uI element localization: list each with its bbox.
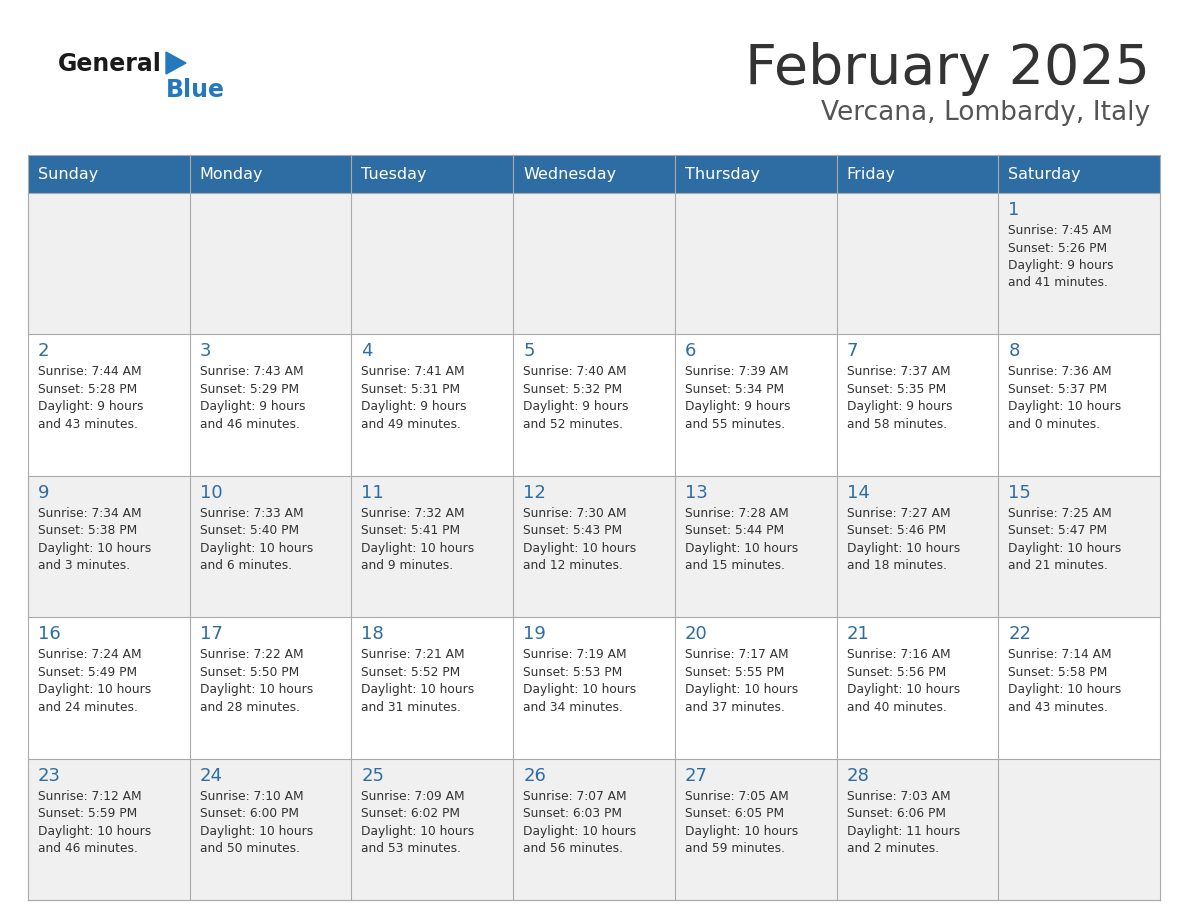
Text: General: General [58, 52, 162, 76]
Text: Sunrise: 7:21 AM
Sunset: 5:52 PM
Daylight: 10 hours
and 31 minutes.: Sunrise: 7:21 AM Sunset: 5:52 PM Dayligh… [361, 648, 475, 713]
Text: Sunrise: 7:27 AM
Sunset: 5:46 PM
Daylight: 10 hours
and 18 minutes.: Sunrise: 7:27 AM Sunset: 5:46 PM Dayligh… [847, 507, 960, 572]
Text: 7: 7 [847, 342, 858, 361]
Text: Sunrise: 7:19 AM
Sunset: 5:53 PM
Daylight: 10 hours
and 34 minutes.: Sunrise: 7:19 AM Sunset: 5:53 PM Dayligh… [523, 648, 637, 713]
Text: 24: 24 [200, 767, 222, 785]
Text: Sunrise: 7:22 AM
Sunset: 5:50 PM
Daylight: 10 hours
and 28 minutes.: Sunrise: 7:22 AM Sunset: 5:50 PM Dayligh… [200, 648, 312, 713]
Text: Sunrise: 7:28 AM
Sunset: 5:44 PM
Daylight: 10 hours
and 15 minutes.: Sunrise: 7:28 AM Sunset: 5:44 PM Dayligh… [684, 507, 798, 572]
Text: Sunrise: 7:14 AM
Sunset: 5:58 PM
Daylight: 10 hours
and 43 minutes.: Sunrise: 7:14 AM Sunset: 5:58 PM Dayligh… [1009, 648, 1121, 713]
Text: Sunrise: 7:05 AM
Sunset: 6:05 PM
Daylight: 10 hours
and 59 minutes.: Sunrise: 7:05 AM Sunset: 6:05 PM Dayligh… [684, 789, 798, 855]
Text: 26: 26 [523, 767, 546, 785]
Text: 22: 22 [1009, 625, 1031, 644]
Bar [29, 758, 1159, 900]
Text: 8: 8 [1009, 342, 1019, 361]
Text: Sunrise: 7:24 AM
Sunset: 5:49 PM
Daylight: 10 hours
and 24 minutes.: Sunrise: 7:24 AM Sunset: 5:49 PM Dayligh… [38, 648, 151, 713]
Text: 1: 1 [1009, 201, 1019, 219]
Text: Sunday: Sunday [38, 166, 99, 182]
Text: Sunrise: 7:44 AM
Sunset: 5:28 PM
Daylight: 9 hours
and 43 minutes.: Sunrise: 7:44 AM Sunset: 5:28 PM Dayligh… [38, 365, 144, 431]
Text: Sunrise: 7:17 AM
Sunset: 5:55 PM
Daylight: 10 hours
and 37 minutes.: Sunrise: 7:17 AM Sunset: 5:55 PM Dayligh… [684, 648, 798, 713]
Text: 13: 13 [684, 484, 708, 502]
Text: 28: 28 [847, 767, 870, 785]
Text: Vercana, Lombardy, Italy: Vercana, Lombardy, Italy [821, 100, 1150, 126]
Text: Sunrise: 7:37 AM
Sunset: 5:35 PM
Daylight: 9 hours
and 58 minutes.: Sunrise: 7:37 AM Sunset: 5:35 PM Dayligh… [847, 365, 952, 431]
Text: 17: 17 [200, 625, 222, 644]
Text: Wednesday: Wednesday [523, 166, 617, 182]
Text: Sunrise: 7:40 AM
Sunset: 5:32 PM
Daylight: 9 hours
and 52 minutes.: Sunrise: 7:40 AM Sunset: 5:32 PM Dayligh… [523, 365, 628, 431]
Text: 2: 2 [38, 342, 50, 361]
Polygon shape [166, 52, 187, 74]
Text: 16: 16 [38, 625, 61, 644]
Text: 14: 14 [847, 484, 870, 502]
Text: Saturday: Saturday [1009, 166, 1081, 182]
Text: 27: 27 [684, 767, 708, 785]
Text: Friday: Friday [847, 166, 896, 182]
Text: 18: 18 [361, 625, 384, 644]
Text: 5: 5 [523, 342, 535, 361]
Text: Sunrise: 7:16 AM
Sunset: 5:56 PM
Daylight: 10 hours
and 40 minutes.: Sunrise: 7:16 AM Sunset: 5:56 PM Dayligh… [847, 648, 960, 713]
Text: February 2025: February 2025 [745, 42, 1150, 96]
Text: 15: 15 [1009, 484, 1031, 502]
Bar [29, 617, 1159, 758]
Text: 3: 3 [200, 342, 211, 361]
Text: Sunrise: 7:30 AM
Sunset: 5:43 PM
Daylight: 10 hours
and 12 minutes.: Sunrise: 7:30 AM Sunset: 5:43 PM Dayligh… [523, 507, 637, 572]
Text: Sunrise: 7:12 AM
Sunset: 5:59 PM
Daylight: 10 hours
and 46 minutes.: Sunrise: 7:12 AM Sunset: 5:59 PM Dayligh… [38, 789, 151, 855]
Text: 25: 25 [361, 767, 385, 785]
Text: 4: 4 [361, 342, 373, 361]
Bar [29, 155, 1159, 193]
Text: 20: 20 [684, 625, 708, 644]
Text: Sunrise: 7:09 AM
Sunset: 6:02 PM
Daylight: 10 hours
and 53 minutes.: Sunrise: 7:09 AM Sunset: 6:02 PM Dayligh… [361, 789, 475, 855]
Text: 11: 11 [361, 484, 384, 502]
Text: Monday: Monday [200, 166, 264, 182]
Text: Sunrise: 7:25 AM
Sunset: 5:47 PM
Daylight: 10 hours
and 21 minutes.: Sunrise: 7:25 AM Sunset: 5:47 PM Dayligh… [1009, 507, 1121, 572]
Text: Sunrise: 7:45 AM
Sunset: 5:26 PM
Daylight: 9 hours
and 41 minutes.: Sunrise: 7:45 AM Sunset: 5:26 PM Dayligh… [1009, 224, 1114, 289]
Text: Sunrise: 7:36 AM
Sunset: 5:37 PM
Daylight: 10 hours
and 0 minutes.: Sunrise: 7:36 AM Sunset: 5:37 PM Dayligh… [1009, 365, 1121, 431]
Text: Sunrise: 7:33 AM
Sunset: 5:40 PM
Daylight: 10 hours
and 6 minutes.: Sunrise: 7:33 AM Sunset: 5:40 PM Dayligh… [200, 507, 312, 572]
Text: Sunrise: 7:03 AM
Sunset: 6:06 PM
Daylight: 11 hours
and 2 minutes.: Sunrise: 7:03 AM Sunset: 6:06 PM Dayligh… [847, 789, 960, 855]
Text: Sunrise: 7:32 AM
Sunset: 5:41 PM
Daylight: 10 hours
and 9 minutes.: Sunrise: 7:32 AM Sunset: 5:41 PM Dayligh… [361, 507, 475, 572]
Text: Sunrise: 7:10 AM
Sunset: 6:00 PM
Daylight: 10 hours
and 50 minutes.: Sunrise: 7:10 AM Sunset: 6:00 PM Dayligh… [200, 789, 312, 855]
Text: 6: 6 [684, 342, 696, 361]
Text: Sunrise: 7:07 AM
Sunset: 6:03 PM
Daylight: 10 hours
and 56 minutes.: Sunrise: 7:07 AM Sunset: 6:03 PM Dayligh… [523, 789, 637, 855]
Bar [29, 476, 1159, 617]
Text: Blue: Blue [166, 78, 225, 102]
Text: Tuesday: Tuesday [361, 166, 426, 182]
Text: Sunrise: 7:34 AM
Sunset: 5:38 PM
Daylight: 10 hours
and 3 minutes.: Sunrise: 7:34 AM Sunset: 5:38 PM Dayligh… [38, 507, 151, 572]
Text: Sunrise: 7:39 AM
Sunset: 5:34 PM
Daylight: 9 hours
and 55 minutes.: Sunrise: 7:39 AM Sunset: 5:34 PM Dayligh… [684, 365, 790, 431]
Text: 9: 9 [38, 484, 50, 502]
Text: Thursday: Thursday [684, 166, 760, 182]
Text: 12: 12 [523, 484, 546, 502]
Text: Sunrise: 7:41 AM
Sunset: 5:31 PM
Daylight: 9 hours
and 49 minutes.: Sunrise: 7:41 AM Sunset: 5:31 PM Dayligh… [361, 365, 467, 431]
Text: 19: 19 [523, 625, 546, 644]
Text: 10: 10 [200, 484, 222, 502]
Text: Sunrise: 7:43 AM
Sunset: 5:29 PM
Daylight: 9 hours
and 46 minutes.: Sunrise: 7:43 AM Sunset: 5:29 PM Dayligh… [200, 365, 305, 431]
Text: 21: 21 [847, 625, 870, 644]
Bar [29, 334, 1159, 476]
Bar [29, 193, 1159, 334]
Text: 23: 23 [38, 767, 61, 785]
